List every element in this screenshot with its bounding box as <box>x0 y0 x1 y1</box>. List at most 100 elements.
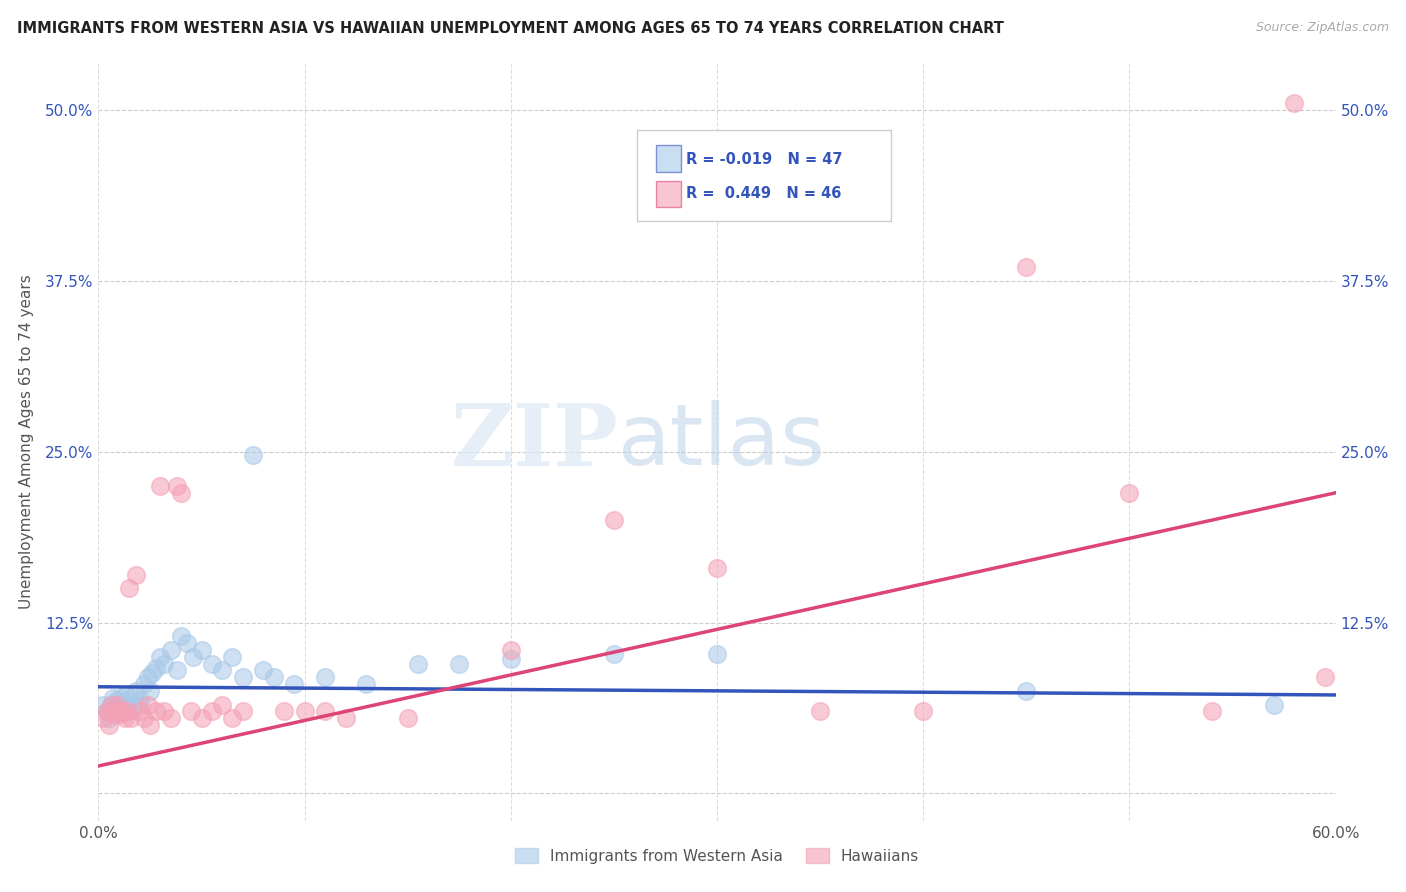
Point <box>232 670 254 684</box>
Point <box>118 704 141 718</box>
Point <box>166 479 188 493</box>
Point <box>294 704 316 718</box>
Point <box>96 704 118 718</box>
Point <box>91 711 114 725</box>
Text: R = -0.019   N = 47: R = -0.019 N = 47 <box>686 152 844 167</box>
Point <box>127 698 149 712</box>
Point <box>132 677 155 691</box>
Point <box>273 704 295 718</box>
Point <box>139 718 162 732</box>
Point <box>145 704 167 718</box>
Point <box>1284 96 1306 111</box>
Point <box>104 707 127 722</box>
Text: R =  0.449   N = 46: R = 0.449 N = 46 <box>686 186 842 202</box>
Point <box>221 649 243 664</box>
Point <box>396 711 419 725</box>
Point <box>153 657 176 671</box>
Point <box>335 711 357 725</box>
Point <box>145 660 167 674</box>
Point <box>159 711 181 725</box>
Point <box>112 704 135 718</box>
Point <box>190 643 212 657</box>
Point <box>132 711 155 725</box>
Point <box>91 698 114 712</box>
Point <box>211 698 233 712</box>
Point <box>252 664 274 678</box>
Point <box>97 711 120 725</box>
Point <box>120 711 142 725</box>
Point <box>706 647 728 661</box>
Point <box>100 698 122 712</box>
Point <box>118 582 141 596</box>
Legend: Immigrants from Western Asia, Hawaiians: Immigrants from Western Asia, Hawaiians <box>509 842 925 870</box>
Point <box>105 693 128 707</box>
Point <box>1015 684 1038 698</box>
Point <box>263 670 285 684</box>
Point <box>149 649 172 664</box>
Point <box>108 698 131 712</box>
Point <box>110 707 132 722</box>
Text: IMMIGRANTS FROM WESTERN ASIA VS HAWAIIAN UNEMPLOYMENT AMONG AGES 65 TO 74 YEARS : IMMIGRANTS FROM WESTERN ASIA VS HAWAIIAN… <box>17 21 1004 37</box>
Point <box>201 704 224 718</box>
Point <box>603 513 626 527</box>
Point <box>449 657 471 671</box>
Point <box>124 684 146 698</box>
Point <box>141 666 163 681</box>
Point <box>181 649 204 664</box>
Point <box>242 448 264 462</box>
Point <box>101 704 124 718</box>
Point <box>124 567 146 582</box>
Point <box>159 643 181 657</box>
Point <box>706 561 728 575</box>
Point <box>283 677 305 691</box>
Point <box>314 704 336 718</box>
Point <box>96 704 118 718</box>
Point <box>170 485 193 500</box>
Point <box>603 647 626 661</box>
Text: ZIP: ZIP <box>450 400 619 483</box>
Text: Source: ZipAtlas.com: Source: ZipAtlas.com <box>1256 21 1389 35</box>
Point <box>356 677 378 691</box>
Point <box>105 698 128 712</box>
Point <box>104 704 127 718</box>
Point <box>1015 260 1038 275</box>
Point <box>180 704 202 718</box>
Point <box>110 690 132 705</box>
Point <box>117 704 139 718</box>
Point <box>128 704 150 718</box>
Point <box>406 657 429 671</box>
Point <box>1263 698 1285 712</box>
Point <box>912 704 935 718</box>
Point <box>176 636 198 650</box>
Point <box>114 688 136 702</box>
Point <box>153 704 176 718</box>
Point <box>232 704 254 718</box>
Point <box>120 690 142 705</box>
Point <box>221 711 243 725</box>
Point <box>101 690 124 705</box>
Point <box>211 664 233 678</box>
Point <box>97 718 120 732</box>
Point <box>499 652 522 666</box>
Point <box>1201 704 1223 718</box>
Point <box>808 704 831 718</box>
Point <box>136 698 159 712</box>
Point <box>108 704 131 718</box>
Point <box>149 479 172 493</box>
Point <box>201 657 224 671</box>
Point <box>112 704 135 718</box>
Point <box>136 670 159 684</box>
Point <box>100 698 122 712</box>
Point <box>117 698 139 712</box>
Point <box>114 711 136 725</box>
Y-axis label: Unemployment Among Ages 65 to 74 years: Unemployment Among Ages 65 to 74 years <box>18 274 34 609</box>
Point <box>170 629 193 643</box>
Point <box>128 693 150 707</box>
Point <box>1118 485 1140 500</box>
Point <box>139 684 162 698</box>
Point <box>499 643 522 657</box>
Point <box>190 711 212 725</box>
Text: atlas: atlas <box>619 400 827 483</box>
Point <box>1315 670 1337 684</box>
Point <box>314 670 336 684</box>
